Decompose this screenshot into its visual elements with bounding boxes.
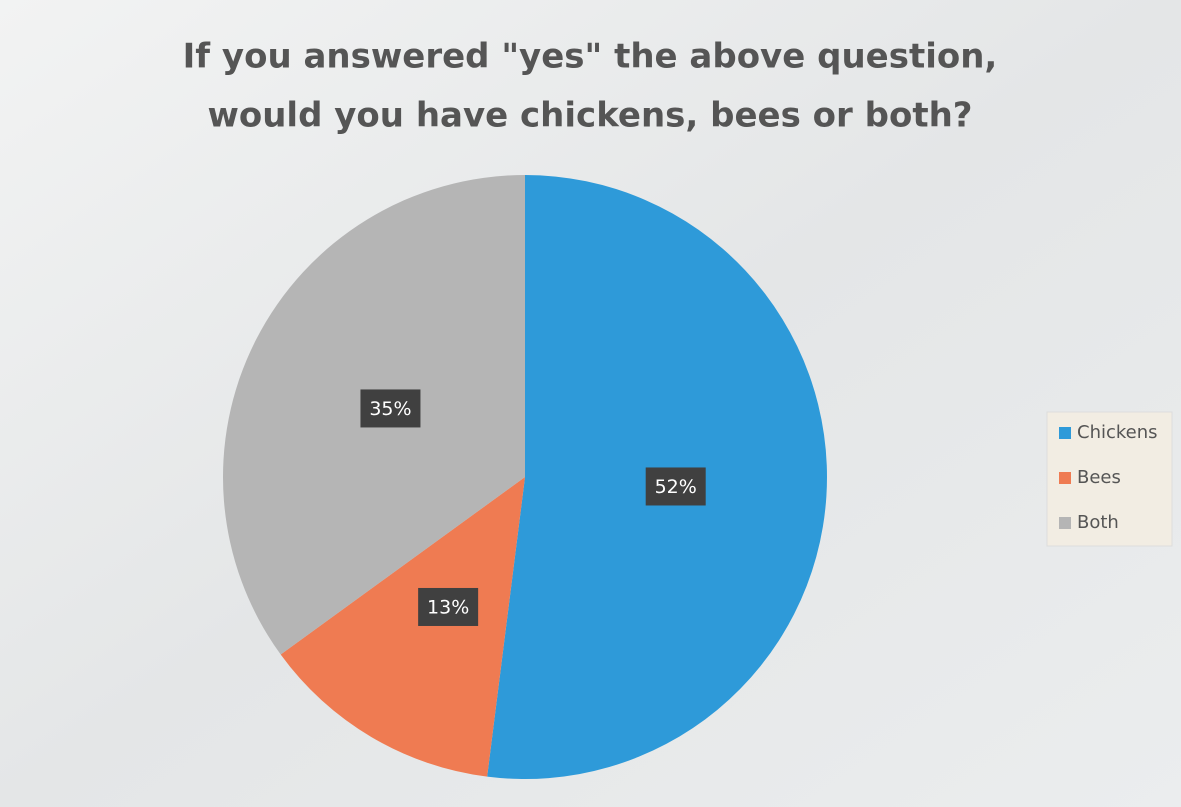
legend-swatch — [1059, 517, 1071, 529]
chart-title: would you have chickens, bees or both? — [207, 96, 972, 136]
legend-swatch — [1059, 427, 1071, 439]
legend-swatch — [1059, 472, 1071, 484]
data-label: 35% — [369, 398, 411, 420]
legend-label: Bees — [1077, 467, 1121, 488]
pie: 52% 13% 35% — [222, 174, 827, 779]
legend: Chickens Bees Both — [1046, 411, 1173, 547]
data-label: 52% — [655, 476, 697, 498]
data-label-box — [360, 389, 421, 428]
data-label: 13% — [427, 596, 469, 618]
chart-title: If you answered "yes" the above question… — [183, 37, 998, 77]
legend-label: Chickens — [1077, 422, 1158, 443]
pie-slice — [280, 477, 525, 777]
data-label-box — [645, 467, 706, 506]
data-label-box — [418, 587, 479, 626]
legend-label: Both — [1077, 512, 1119, 533]
